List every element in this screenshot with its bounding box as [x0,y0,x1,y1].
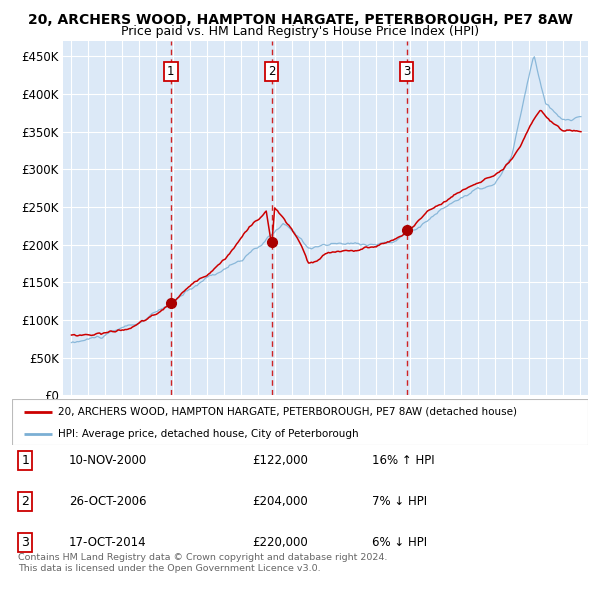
Text: £122,000: £122,000 [252,454,308,467]
Text: 1: 1 [167,65,175,78]
Text: £204,000: £204,000 [252,495,308,508]
Text: 20, ARCHERS WOOD, HAMPTON HARGATE, PETERBOROUGH, PE7 8AW (detached house): 20, ARCHERS WOOD, HAMPTON HARGATE, PETER… [58,407,517,417]
Text: 20, ARCHERS WOOD, HAMPTON HARGATE, PETERBOROUGH, PE7 8AW: 20, ARCHERS WOOD, HAMPTON HARGATE, PETER… [28,13,572,27]
Text: Price paid vs. HM Land Registry's House Price Index (HPI): Price paid vs. HM Land Registry's House … [121,25,479,38]
Text: £220,000: £220,000 [252,536,308,549]
Text: Contains HM Land Registry data © Crown copyright and database right 2024.
This d: Contains HM Land Registry data © Crown c… [18,553,388,573]
Text: 7% ↓ HPI: 7% ↓ HPI [372,495,427,508]
Text: 16% ↑ HPI: 16% ↑ HPI [372,454,434,467]
Text: 26-OCT-2006: 26-OCT-2006 [69,495,146,508]
Text: 2: 2 [268,65,275,78]
Text: 2: 2 [21,495,29,508]
Text: HPI: Average price, detached house, City of Peterborough: HPI: Average price, detached house, City… [58,429,359,439]
Text: 17-OCT-2014: 17-OCT-2014 [69,536,146,549]
Text: 1: 1 [21,454,29,467]
Text: 6% ↓ HPI: 6% ↓ HPI [372,536,427,549]
Text: 3: 3 [21,536,29,549]
Text: 3: 3 [403,65,410,78]
Text: 10-NOV-2000: 10-NOV-2000 [69,454,147,467]
